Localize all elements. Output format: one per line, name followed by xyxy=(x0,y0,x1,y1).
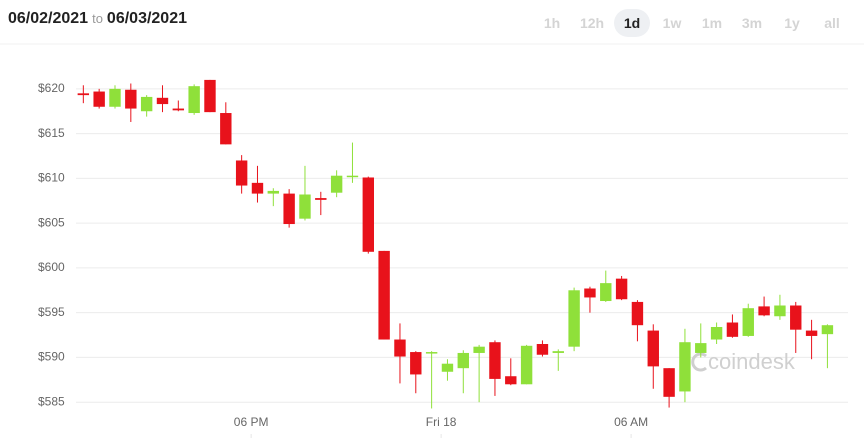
range-button[interactable]: 1w xyxy=(662,15,682,31)
candle-body xyxy=(410,352,422,375)
candle-body xyxy=(109,88,121,107)
candle-body xyxy=(505,376,517,385)
candle-body xyxy=(172,108,185,111)
candle-body xyxy=(679,342,691,392)
candle-body xyxy=(267,190,280,194)
candle-body xyxy=(742,308,754,336)
range-button[interactable]: 1m xyxy=(701,15,723,31)
y-tick-label: $595 xyxy=(38,305,65,319)
candle-body xyxy=(584,288,596,298)
y-tick-label: $600 xyxy=(38,260,65,274)
to-date: 06/03/2021 xyxy=(106,10,187,27)
candle-body xyxy=(441,363,454,372)
range-button[interactable]: 3m xyxy=(741,15,763,31)
candle-body xyxy=(188,86,200,114)
candle-body xyxy=(473,346,485,353)
candle-body xyxy=(631,301,644,326)
y-tick-label: $605 xyxy=(38,215,65,229)
candle-body xyxy=(489,342,501,379)
range-selector: 1h 12h 1d 1w 1m 3m 1y all xyxy=(534,9,850,37)
candle-body xyxy=(536,344,549,355)
candle-body xyxy=(710,326,723,340)
y-tick-label: $620 xyxy=(38,81,65,95)
candle-body xyxy=(77,93,90,96)
candle-body xyxy=(346,175,359,178)
candle-body xyxy=(140,96,153,112)
watermark: coindesk xyxy=(708,349,796,374)
candle-body xyxy=(394,339,406,357)
candle-body xyxy=(552,351,564,353)
y-tick-label: $610 xyxy=(38,171,65,185)
candle-body xyxy=(330,175,343,193)
range-button[interactable]: all xyxy=(824,15,840,31)
separator: to xyxy=(92,11,103,26)
candle-body xyxy=(315,198,327,200)
candle-body xyxy=(520,345,533,385)
watermark-logo xyxy=(691,352,707,372)
range-button[interactable]: 1d xyxy=(614,9,650,37)
candle-body xyxy=(695,343,707,353)
candle-body xyxy=(156,97,169,105)
candle-body xyxy=(425,352,438,354)
x-tick-label: 06 PM xyxy=(234,415,269,429)
candle-body xyxy=(235,160,248,186)
range-button[interactable]: 1y xyxy=(784,15,800,31)
candle-body xyxy=(457,352,469,369)
candle-body xyxy=(805,330,818,336)
candle-body xyxy=(251,182,264,194)
candle-body xyxy=(283,193,295,225)
candle-body xyxy=(647,330,659,367)
candle-body xyxy=(362,177,374,252)
candle-body xyxy=(93,91,105,107)
candle-body xyxy=(615,278,628,300)
range-button[interactable]: 1h xyxy=(543,15,561,31)
candle-body xyxy=(204,79,216,113)
range-button[interactable]: 12h xyxy=(579,15,605,31)
date-range: 06/02/2021 to 06/03/2021 xyxy=(8,10,187,28)
candle-body xyxy=(299,194,311,219)
y-tick-label: $585 xyxy=(38,394,65,408)
candle-body xyxy=(600,283,612,302)
candle-body xyxy=(220,113,232,145)
from-date: 06/02/2021 xyxy=(8,10,89,27)
candle-body xyxy=(568,290,580,347)
y-tick-label: $615 xyxy=(38,126,65,140)
candle-body xyxy=(726,322,739,337)
candle-body xyxy=(790,305,802,330)
x-tick-label: 06 AM xyxy=(614,415,648,429)
candle-body xyxy=(758,306,770,316)
candle-body xyxy=(821,325,834,335)
candle-body xyxy=(378,250,390,340)
x-tick-label: Fri 18 xyxy=(426,415,457,429)
candle-body xyxy=(774,305,786,317)
y-tick-label: $590 xyxy=(38,350,65,364)
candle-body xyxy=(125,89,137,109)
candle-body xyxy=(663,368,675,397)
